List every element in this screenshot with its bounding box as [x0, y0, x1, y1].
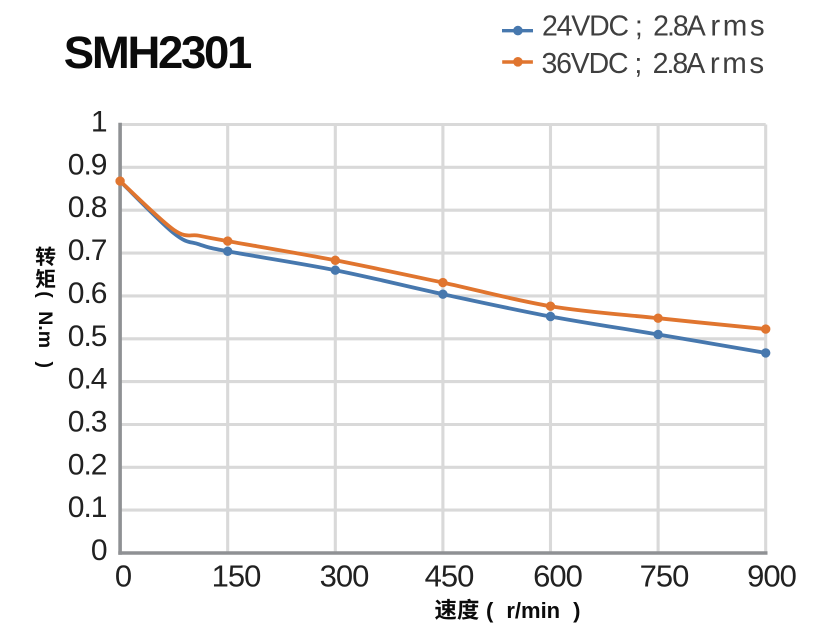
svg-text:0.8: 0.8	[68, 191, 107, 224]
svg-text:300: 300	[320, 558, 369, 593]
svg-text:1: 1	[91, 106, 107, 139]
svg-text:0.6: 0.6	[68, 277, 107, 310]
svg-text:900: 900	[747, 558, 796, 593]
svg-text:600: 600	[533, 558, 582, 593]
svg-text:450: 450	[425, 558, 474, 593]
svg-text:0.1: 0.1	[68, 491, 107, 524]
svg-text:0.4: 0.4	[68, 363, 107, 396]
svg-text:150: 150	[212, 558, 261, 593]
svg-text:750: 750	[640, 558, 689, 593]
svg-text:0.7: 0.7	[68, 234, 107, 267]
svg-text:0.5: 0.5	[68, 320, 107, 353]
svg-text:0.3: 0.3	[68, 405, 107, 438]
svg-text:0.9: 0.9	[68, 148, 107, 181]
svg-text:0: 0	[91, 534, 107, 567]
svg-text:0.2: 0.2	[68, 448, 107, 481]
svg-text:36VDC;2.8A rms: 36VDC; 2.8A rms	[542, 47, 767, 80]
svg-text:SMH2301: SMH2301	[64, 27, 252, 78]
svg-text:24VDC;2.8A rms: 24VDC; 2.8A rms	[542, 10, 767, 43]
svg-text:0: 0	[115, 558, 132, 593]
